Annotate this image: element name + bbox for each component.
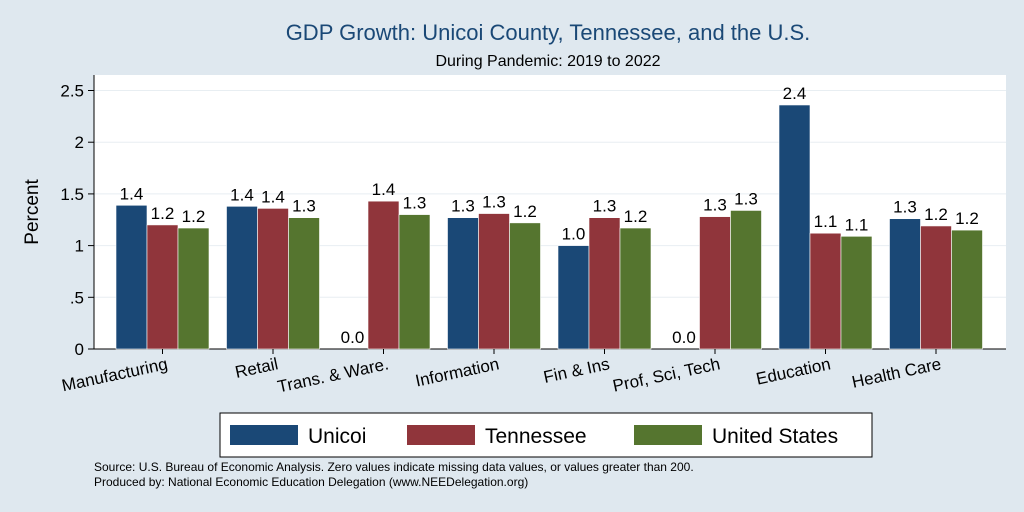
data-label: 1.4 (372, 180, 396, 199)
bar-tennessee (920, 225, 952, 350)
y-tick-label: .5 (70, 288, 84, 307)
bars (115, 104, 983, 350)
data-label: 1.3 (734, 189, 758, 208)
data-labels: 1.4 1.2 1.2 1.4 1.4 1.3 0.0 1.4 1.3 1.3 1.3 1.2 1.0 1… (120, 84, 979, 347)
bar-tennessee (809, 232, 842, 350)
data-label: 1.2 (513, 202, 537, 221)
chart-title: GDP Growth: Unicoi County, Tennessee, an… (286, 20, 811, 45)
y-tick-label: 1.5 (60, 185, 84, 204)
bar-unicoi (889, 218, 921, 350)
chart-subtitle: During Pandemic: 2019 to 2022 (435, 53, 660, 70)
data-label: 1.1 (845, 215, 869, 234)
data-label: 1.2 (182, 207, 206, 226)
data-label: 1.4 (261, 187, 285, 206)
legend-box (219, 412, 873, 458)
y-tick-label: 0 (75, 340, 84, 359)
y-axis-label: Percent (22, 179, 43, 245)
bar-unicoi (115, 204, 148, 350)
data-label: 0.0 (672, 328, 696, 347)
bar-united-states (398, 214, 431, 350)
data-label: 1.3 (403, 194, 427, 213)
data-label: 1.2 (151, 204, 175, 223)
bar-united-states (951, 229, 983, 350)
bar-tennessee (478, 213, 510, 350)
source-note: Source: U.S. Bureau of Economic Analysis… (94, 460, 694, 474)
legend-label: Tennessee (485, 425, 587, 448)
data-label: 1.1 (814, 212, 838, 231)
data-label: 1.2 (924, 205, 948, 224)
bar-tennessee (588, 217, 621, 350)
data-label: 1.2 (624, 207, 648, 226)
data-label: 1.3 (292, 197, 316, 216)
legend-swatch-tennessee (407, 425, 475, 445)
bar-united-states (288, 217, 320, 350)
data-label: 1.0 (562, 225, 586, 244)
legend: Unicoi Tennessee United States (219, 412, 873, 458)
data-label: 1.3 (593, 197, 617, 216)
bar-united-states (509, 222, 541, 350)
y-axis-ticks: 0 .5 1 1.5 2 2.5 (60, 82, 94, 359)
bar-unicoi (447, 217, 479, 350)
data-label: 1.3 (451, 197, 475, 216)
data-label: 1.3 (703, 196, 727, 215)
y-tick-label: 2.5 (60, 82, 84, 101)
bar-unicoi (778, 104, 811, 350)
produced-by-note: Produced by: National Economic Education… (94, 475, 528, 489)
legend-swatch-united-states (634, 425, 702, 445)
data-label: 1.4 (230, 185, 254, 204)
data-label: 1.2 (955, 209, 979, 228)
data-label: 2.4 (783, 84, 807, 103)
data-label: 1.3 (482, 193, 506, 212)
data-label: 1.3 (893, 198, 917, 217)
y-tick-label: 1 (75, 237, 84, 256)
bar-united-states (177, 227, 210, 350)
legend-items: Unicoi Tennessee United States (230, 425, 838, 448)
bar-united-states (840, 235, 873, 350)
bar-united-states (619, 227, 652, 350)
bar-unicoi (226, 206, 258, 350)
bar-tennessee (257, 208, 289, 350)
legend-label: Unicoi (308, 425, 366, 448)
legend-swatch-unicoi (230, 425, 298, 445)
y-tick-label: 2 (75, 133, 84, 152)
bar-united-states (730, 210, 762, 350)
legend-label: United States (712, 425, 838, 448)
data-label: 0.0 (341, 328, 365, 347)
bar-tennessee (699, 216, 731, 350)
bar-unicoi (557, 245, 590, 350)
bar-tennessee (367, 200, 400, 350)
bar-tennessee (146, 224, 179, 350)
data-label: 1.4 (120, 184, 144, 203)
